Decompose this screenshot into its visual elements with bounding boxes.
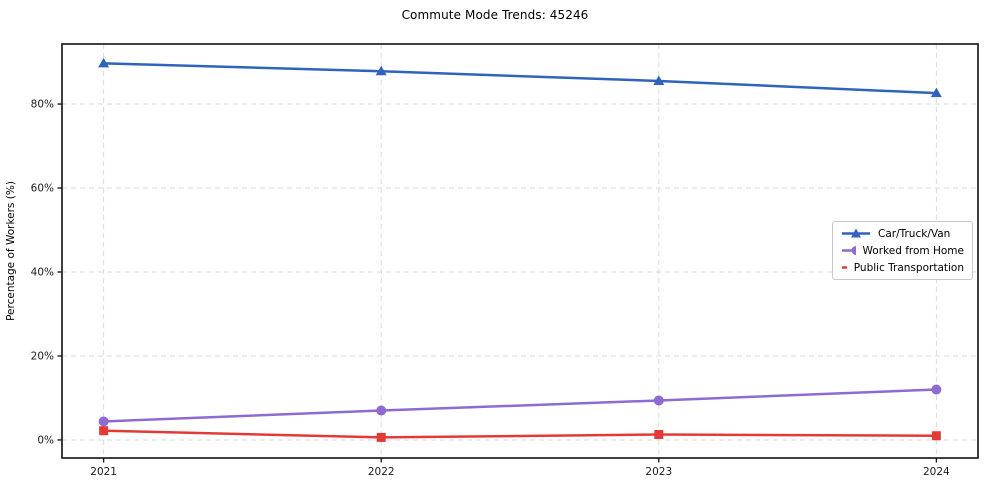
circle-marker	[376, 405, 387, 416]
y-tick-label: 0%	[37, 435, 54, 447]
legend-label: Worked from Home	[862, 244, 964, 257]
series-line	[102, 62, 938, 95]
legend: Car/Truck/Van Worked from Home Public Tran…	[832, 221, 973, 280]
y-tick-label: 20%	[31, 351, 54, 363]
chart-title: Commute Mode Trends: 45246	[401, 8, 589, 22]
y-tick-label: 40%	[31, 267, 54, 279]
legend-item: Worked from Home	[841, 244, 964, 257]
circle-legend-icon	[842, 246, 856, 255]
circle-marker	[98, 416, 109, 427]
series-line	[102, 429, 938, 439]
triangle-legend-icon	[842, 228, 870, 238]
x-tick-label: 2021	[90, 466, 117, 478]
y-tick-label: 60%	[31, 183, 54, 195]
triangle-marker	[930, 87, 942, 98]
x-tick-label: 2022	[368, 466, 395, 478]
plot-frame	[61, 43, 979, 459]
square-legend-icon	[842, 266, 847, 269]
legend-item: Public Transportation	[841, 261, 964, 274]
legend-item: Car/Truck/Van	[841, 227, 964, 240]
legend-label: Public Transportation	[853, 261, 964, 274]
triangle-marker	[653, 75, 665, 85]
circle-marker	[931, 384, 942, 395]
square-marker	[376, 432, 386, 442]
triangle-marker	[375, 65, 387, 76]
triangle-marker	[98, 57, 110, 68]
legend-label: Car/Truck/Van	[878, 227, 951, 240]
circle-marker	[653, 395, 664, 406]
square-marker	[931, 431, 941, 441]
y-tick-label: 80%	[31, 99, 54, 111]
square-marker	[654, 429, 664, 439]
x-tick-label: 2023	[645, 466, 672, 478]
x-tick-label: 2024	[923, 466, 950, 478]
series-line	[102, 388, 938, 423]
square-marker	[99, 426, 109, 436]
